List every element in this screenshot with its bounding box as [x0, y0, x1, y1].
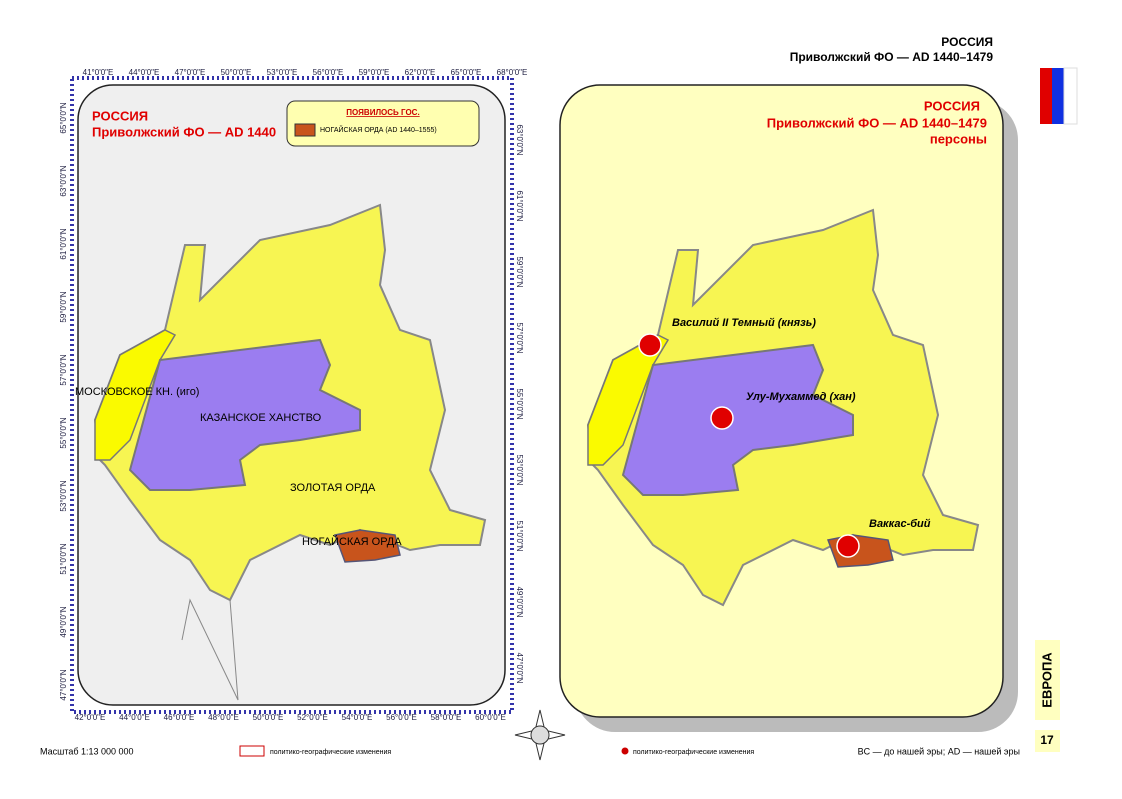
person-label: Василий II Темный (князь) [672, 317, 816, 329]
footer-legend: политико-географические изменения [633, 749, 754, 756]
coordinate-label: 57°0'0"N [59, 354, 68, 385]
person-label: Ваккас-бий [869, 518, 931, 530]
footer-scale: Масштаб 1:13 000 000 [40, 746, 134, 756]
person-icon [638, 333, 662, 357]
coordinate-label: 52°0'0"E [297, 713, 328, 722]
legend-box [286, 100, 480, 147]
coordinate-label: 61°0'0"N [515, 190, 524, 221]
person-label: Улу-Мухаммед (хан) [746, 391, 856, 403]
legend-item: НОГАЙСКАЯ ОРДА (AD 1440–1555) [320, 125, 437, 134]
flag-red [1040, 68, 1052, 124]
coordinate-label: 47°0'0"E [175, 68, 206, 77]
coordinate-label: 51°0'0"N [515, 520, 524, 551]
region-label: ЗОЛОТАЯ ОРДА [290, 482, 376, 494]
header-region: Приволжский ФО — AD 1440–1479 [790, 50, 994, 64]
coordinate-label: 59°0'0"E [359, 68, 390, 77]
border-line [181, 598, 239, 701]
coordinate-label: 56°0'0"E [313, 68, 344, 77]
legend-swatch [294, 123, 316, 137]
coordinate-label: 63°0'0"N [515, 124, 524, 155]
coordinate-label: 56°0'0"E [386, 713, 417, 722]
right-note: персоны [930, 131, 987, 146]
coordinate-label: 47°0'0"N [59, 669, 68, 700]
coordinate-label: 47°0'0"N [515, 652, 524, 683]
compass [514, 709, 566, 761]
coordinate-label: 48°0'0"E [208, 713, 239, 722]
coordinate-label: 44°0'0"E [129, 68, 160, 77]
coordinate-label: 50°0'0"E [253, 713, 284, 722]
region-label: КАЗАНСКОЕ ХАНСТВО [200, 412, 322, 424]
page-number: 17 [1040, 733, 1054, 747]
person-icon [710, 406, 734, 430]
legend-hatch [239, 745, 265, 757]
coordinate-label: 55°0'0"N [515, 388, 524, 419]
coordinate-label: 55°0'0"N [59, 417, 68, 448]
coordinate-label: 50°0'0"E [221, 68, 252, 77]
left-title: РОССИЯ [92, 108, 148, 123]
coordinate-label: 65°0'0"E [451, 68, 482, 77]
coordinate-label: 57°0'0"N [515, 322, 524, 353]
coordinate-label: 53°0'0"N [515, 454, 524, 485]
flag-white [1063, 67, 1078, 125]
coordinate-label: 61°0'0"N [59, 228, 68, 259]
right-title: РОССИЯ [924, 98, 980, 113]
side-tab-bg [1035, 640, 1060, 720]
region-label: МОСКОВСКОЕ КН. (иго) [75, 386, 199, 398]
coordinate-label: 62°0'0"E [405, 68, 436, 77]
coordinate-label: 53°0'0"E [267, 68, 298, 77]
region-label: НОГАЙСКАЯ ОРДА [302, 535, 402, 548]
right-subtitle: Приволжский ФО — AD 1440–1479 [767, 115, 987, 130]
header-country: РОССИЯ [941, 35, 993, 49]
coordinate-label: 44°0'0"E [119, 713, 150, 722]
page-number-bg [1035, 730, 1060, 752]
coordinate-label: 53°0'0"N [59, 480, 68, 511]
flag-blue [1052, 68, 1064, 124]
side-tab: ЕВРОПА [1039, 652, 1054, 708]
footer-legend: политико-географические изменения [270, 749, 391, 756]
coordinate-label: 41°0'0"E [83, 68, 114, 77]
coordinate-label: 68°0'0"E [497, 68, 528, 77]
footer-era: BC — до нашей эры; AD — нашей эры [858, 746, 1020, 756]
coordinate-label: 49°0'0"N [515, 586, 524, 617]
map-frame [70, 76, 514, 714]
coordinate-label: 63°0'0"N [59, 165, 68, 196]
coordinate-label: 42°0'0"E [75, 713, 106, 722]
legend-dot [621, 747, 629, 755]
coordinate-label: 51°0'0"N [59, 543, 68, 574]
coordinate-label: 59°0'0"N [59, 291, 68, 322]
left-subtitle: Приволжский ФО — AD 1440 [92, 124, 276, 139]
person-icon [836, 534, 860, 558]
coordinate-label: 46°0'0"E [164, 713, 195, 722]
coordinate-label: 49°0'0"N [59, 606, 68, 637]
legend-heading: ПОЯВИЛОСЬ ГОС. [346, 108, 419, 117]
coordinate-label: 58°0'0"E [431, 713, 462, 722]
coordinate-label: 59°0'0"N [515, 256, 524, 287]
coordinate-label: 60°0'0"E [475, 713, 506, 722]
coordinate-label: 65°0'0"N [59, 102, 68, 133]
coordinate-label: 54°0'0"E [342, 713, 373, 722]
